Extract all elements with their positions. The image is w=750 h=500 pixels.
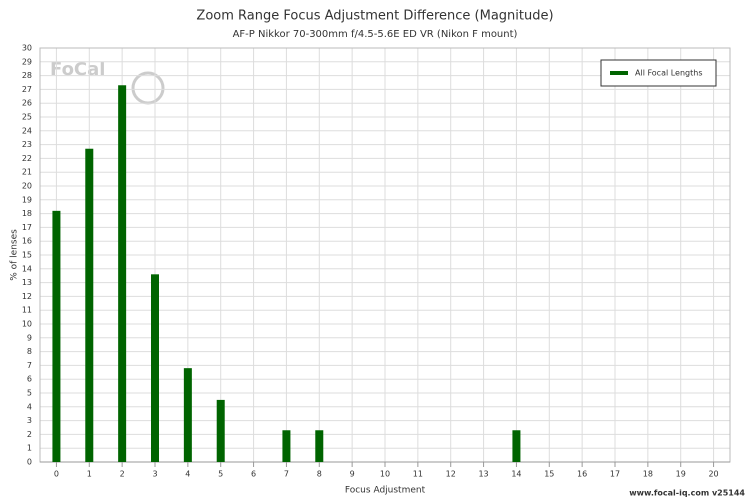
x-tick-label: 0 [54, 470, 59, 479]
y-tick-label: 16 [22, 237, 32, 246]
y-tick-label: 27 [22, 85, 32, 94]
x-tick-label: 18 [643, 470, 653, 479]
y-tick-label: 15 [22, 251, 32, 260]
y-tick-label: 0 [27, 458, 32, 467]
x-tick-label: 20 [708, 470, 718, 479]
x-tick-label: 11 [413, 470, 423, 479]
y-tick-label: 9 [27, 333, 32, 342]
y-tick-label: 30 [22, 44, 32, 53]
x-axis-label: Focus Adjustment [345, 486, 426, 496]
y-tick-label: 24 [22, 126, 32, 135]
bar [183, 368, 192, 462]
y-tick-label: 19 [22, 195, 32, 204]
y-tick-label: 5 [27, 389, 32, 398]
x-tick-label: 9 [350, 470, 355, 479]
x-tick-label: 4 [185, 470, 190, 479]
y-tick-label: 22 [22, 154, 32, 163]
bar [512, 430, 521, 462]
x-tick-label: 3 [152, 470, 157, 479]
y-tick-label: 3 [27, 416, 32, 425]
y-tick-label: 14 [22, 264, 32, 273]
x-tick-label: 1 [87, 470, 92, 479]
y-tick-label: 29 [22, 57, 32, 66]
x-tick-label: 8 [317, 470, 322, 479]
bar [85, 148, 94, 463]
x-tick-label: 10 [380, 470, 390, 479]
y-tick-label: 2 [27, 430, 32, 439]
x-tick-label: 13 [478, 470, 488, 479]
logo-icon [131, 71, 165, 105]
x-tick-label: 17 [610, 470, 620, 479]
y-tick-label: 11 [22, 306, 32, 315]
x-tick-label: 15 [544, 470, 554, 479]
y-tick-label: 7 [27, 361, 32, 370]
bar [118, 85, 127, 462]
footer: www.focal-iq.com v25144 [629, 489, 745, 498]
y-tick-label: 10 [22, 320, 32, 329]
y-tick-label: 25 [22, 113, 32, 122]
y-tick-label: 18 [22, 209, 32, 218]
x-tick-label: 6 [251, 470, 256, 479]
bar [52, 210, 61, 462]
x-tick-label: 2 [120, 470, 125, 479]
y-tick-label: 1 [27, 444, 32, 453]
bar [315, 430, 324, 462]
x-tick-label: 7 [284, 470, 289, 479]
y-tick-label: 4 [27, 402, 32, 411]
chart-title: Zoom Range Focus Adjustment Difference (… [196, 9, 553, 24]
bar [151, 274, 159, 462]
y-tick-label: 12 [22, 292, 32, 301]
x-tick-label: 5 [218, 470, 223, 479]
y-tick-label: 26 [22, 99, 32, 108]
x-tick-label: 16 [577, 470, 587, 479]
y-tick-label: 20 [22, 182, 32, 191]
chart-subtitle: AF-P Nikkor 70-300mm f/4.5-5.6E ED VR (N… [233, 29, 518, 40]
x-tick-label: 14 [511, 470, 521, 479]
bar [282, 430, 291, 462]
legend-label: All Focal Lengths [635, 69, 703, 78]
y-tick-label: 8 [27, 347, 32, 356]
x-tick-label: 12 [446, 470, 456, 479]
y-tick-label: 21 [22, 168, 32, 177]
y-tick-label: 28 [22, 71, 32, 80]
y-tick-label: 17 [22, 223, 32, 232]
y-axis-label: % of lenses [10, 229, 20, 281]
x-tick-label: 19 [676, 470, 686, 479]
y-tick-label: 6 [27, 375, 32, 384]
y-tick-label: 23 [22, 140, 32, 149]
bar [216, 399, 225, 462]
y-tick-label: 13 [22, 278, 32, 287]
logo: FoCal [50, 59, 105, 80]
